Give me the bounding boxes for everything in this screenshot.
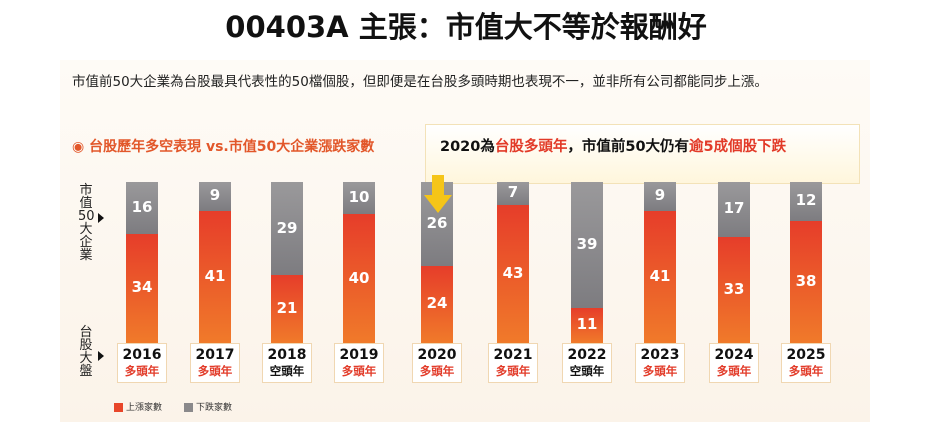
- label-down: 12: [795, 191, 817, 210]
- label-down: 9: [654, 186, 666, 205]
- bar-up: [421, 265, 453, 343]
- year-box: 2023 多頭年: [635, 343, 685, 383]
- row-label-top: 市值50大企業: [78, 183, 95, 263]
- triangle-icon: [98, 213, 104, 223]
- legend-swatch-up: [114, 403, 123, 412]
- bar-down: [644, 182, 676, 211]
- market-label: 多頭年: [124, 364, 160, 378]
- description: 市值前50大企業為台股最具代表性的50檔個股，但即便是在台股多頭時期也表現不一，…: [72, 74, 768, 90]
- bar-down: [271, 182, 303, 276]
- year-box: 2021 多頭年: [488, 343, 538, 383]
- bar-up: [271, 275, 303, 343]
- label-up: 11: [576, 315, 598, 334]
- market-label: 空頭年: [569, 364, 605, 378]
- market-label: 多頭年: [642, 364, 678, 378]
- arrow-down-icon: [424, 175, 452, 213]
- year-label: 2023: [640, 347, 680, 363]
- label-up: 21: [276, 299, 298, 318]
- year-box: 2019 多頭年: [334, 343, 384, 383]
- label-down: 26: [426, 213, 448, 232]
- label-up: 38: [795, 271, 817, 290]
- year-label: 2019: [339, 347, 379, 363]
- label-up: 41: [204, 266, 226, 285]
- bar-up: [497, 204, 529, 343]
- year-box: 2025 多頭年: [781, 343, 831, 383]
- bar-down: [718, 182, 750, 237]
- callout-box: 2020為台股多頭年，市值前50大仍有逾5成個股下跌: [425, 124, 860, 184]
- label-up: 24: [426, 294, 448, 313]
- market-label: 多頭年: [197, 364, 233, 378]
- legend-up: 上漲家數: [114, 400, 162, 413]
- label-down: 10: [348, 188, 370, 207]
- label-up: 33: [723, 279, 745, 298]
- label-down: 29: [276, 218, 298, 237]
- year-box: 2016 多頭年: [117, 343, 167, 383]
- year-box: 2018 空頭年: [262, 343, 312, 383]
- market-label: 多頭年: [495, 364, 531, 378]
- bar-up: [343, 214, 375, 343]
- year-box: 2022 空頭年: [562, 343, 612, 383]
- label-up: 34: [131, 278, 153, 297]
- bar-down: [126, 182, 158, 234]
- legend-down: 下跌家數: [184, 400, 232, 413]
- year-box: 2020 多頭年: [412, 343, 462, 383]
- bar-up: [644, 210, 676, 343]
- bar-up: [571, 307, 603, 343]
- label-down: 39: [576, 234, 598, 253]
- bar-up: [790, 220, 822, 343]
- legend-swatch-down: [184, 403, 193, 412]
- market-label: 多頭年: [716, 364, 752, 378]
- label-down: 17: [723, 199, 745, 218]
- bar-down: [790, 182, 822, 221]
- market-label: 多頭年: [341, 364, 377, 378]
- bar-down: [497, 182, 529, 205]
- label-up: 41: [649, 266, 671, 285]
- triangle-icon: [98, 351, 104, 361]
- bar-down: [571, 182, 603, 308]
- label-up: 43: [502, 263, 524, 282]
- year-label: 2022: [567, 347, 607, 363]
- label-down: 9: [209, 186, 221, 205]
- year-label: 2024: [714, 347, 754, 363]
- label-down: 7: [507, 183, 519, 202]
- bar-up: [199, 210, 231, 343]
- market-label: 空頭年: [269, 364, 305, 378]
- bar-up: [718, 236, 750, 343]
- year-label: 2025: [786, 347, 826, 363]
- year-label: 2020: [417, 347, 457, 363]
- year-label: 2016: [122, 347, 162, 363]
- year-box: 2024 多頭年: [709, 343, 759, 383]
- award-icon: ◉: [72, 139, 90, 155]
- year-label: 2018: [267, 347, 307, 363]
- row-label-bottom: 台股大盤: [79, 325, 93, 379]
- market-label: 多頭年: [419, 364, 455, 378]
- year-label: 2017: [195, 347, 235, 363]
- market-label: 多頭年: [788, 364, 824, 378]
- bar-down: [199, 182, 231, 211]
- year-label: 2021: [493, 347, 533, 363]
- bar-up: [126, 233, 158, 343]
- chart-title: ◉ 台股歷年多空表現 vs.市值50大企業漲跌家數: [72, 139, 375, 155]
- page-title: 00403A 主張：市值大不等於報酬好: [225, 10, 707, 44]
- year-box: 2017 多頭年: [190, 343, 240, 383]
- label-down: 16: [131, 197, 153, 216]
- bar-down: [343, 182, 375, 215]
- label-up: 40: [348, 268, 370, 287]
